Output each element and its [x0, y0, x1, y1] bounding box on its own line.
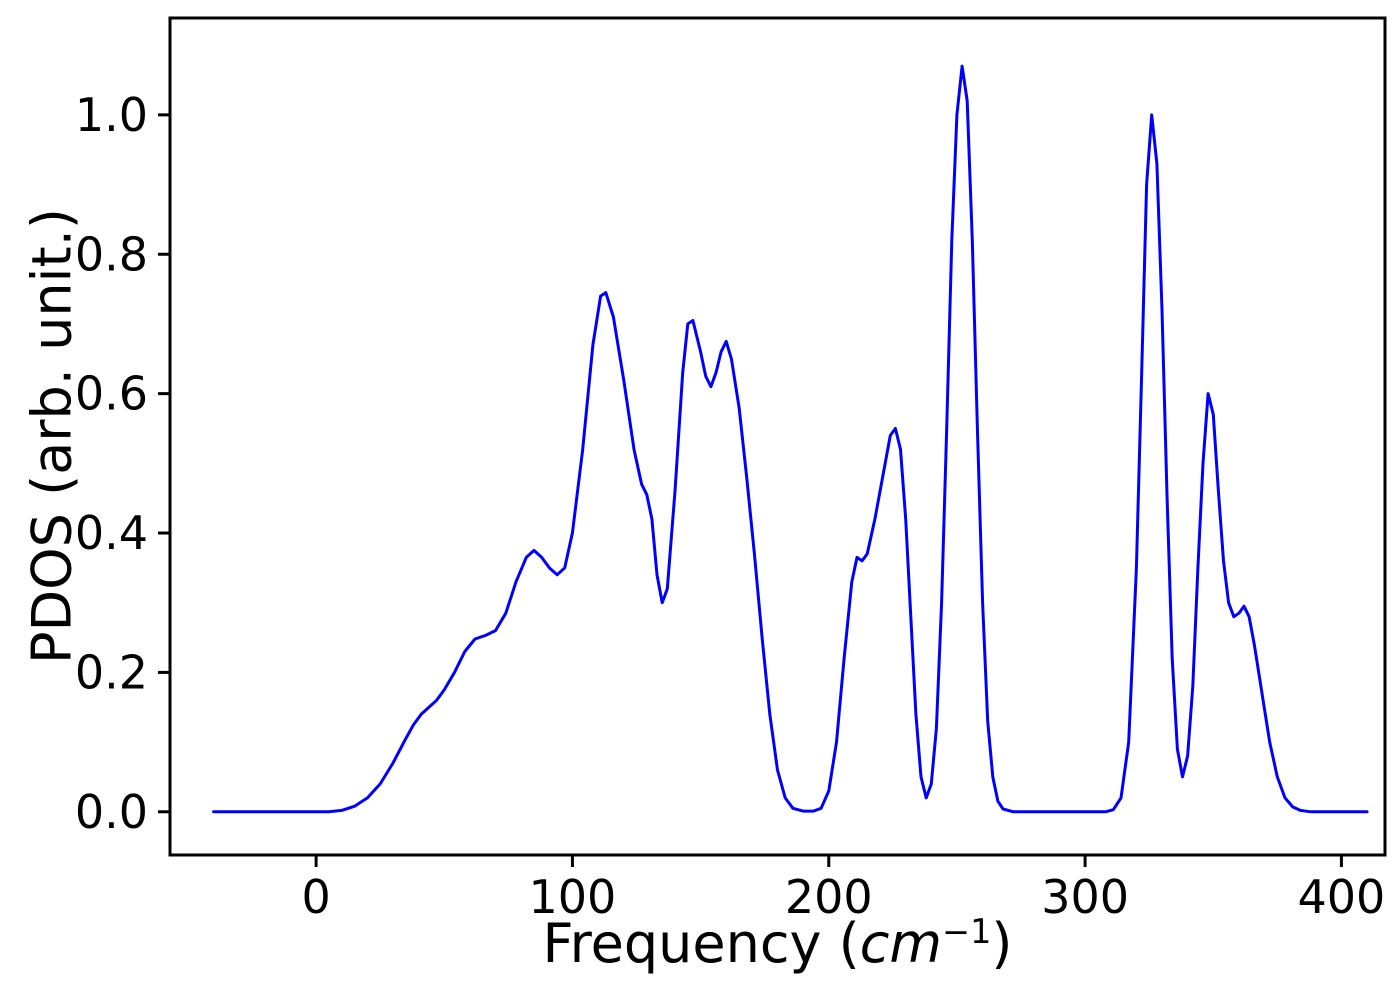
x-label-suffix: ): [991, 912, 1013, 975]
x-tick-label: 100: [529, 870, 617, 924]
y-tick-label: 0.6: [75, 367, 148, 421]
x-tick-label: 200: [785, 870, 873, 924]
x-tick-label: 0: [301, 870, 330, 924]
plot-border: [168, 16, 1387, 857]
y-tick-label: 0.8: [75, 227, 148, 281]
pdos-curve: [212, 64, 1369, 814]
x-label-prefix: Frequency (: [542, 912, 860, 975]
y-tick-label: 0.2: [75, 645, 148, 699]
x-label-unit: cm: [859, 912, 943, 975]
x-label-exponent: −1: [942, 912, 992, 951]
x-tick-label: 300: [1041, 870, 1129, 924]
x-axis-label: Frequency (cm−1): [170, 912, 1385, 975]
x-tick-label: 400: [1298, 870, 1386, 924]
y-tick-label: 1.0: [75, 88, 148, 142]
y-axis-label: PDOS (arb. unit.): [20, 208, 84, 664]
y-tick-label: 0.4: [75, 506, 148, 560]
y-tick-label: 0.0: [75, 785, 148, 839]
